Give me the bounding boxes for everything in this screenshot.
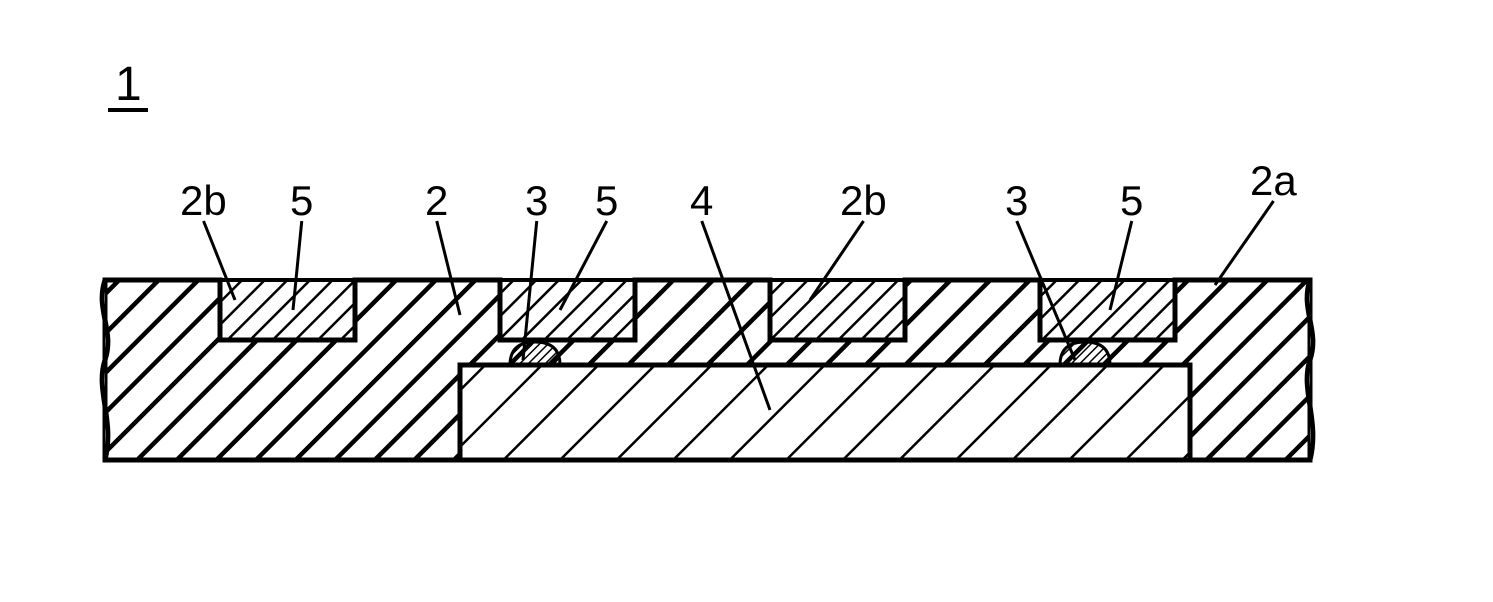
lbl-2a: 2a (1215, 157, 1297, 285)
lbl-2a-text: 2a (1250, 157, 1297, 204)
fill-5-c (770, 280, 905, 340)
lbl-5-left-text: 5 (290, 177, 313, 224)
lbl-3-right-text: 3 (1005, 177, 1028, 224)
cross-section-diagram: 1 2b523542b352a (0, 0, 1493, 602)
lbl-5-mid-text: 5 (595, 177, 618, 224)
lbl-2a-leader (1215, 201, 1274, 285)
fill-5-d (1040, 280, 1175, 340)
component-4 (460, 365, 1190, 460)
lbl-2-text: 2 (425, 177, 448, 224)
bump-3-left (510, 342, 560, 365)
figure-title-text: 1 (115, 58, 142, 111)
lbl-5-right-text: 5 (1120, 177, 1143, 224)
lbl-2b-right-text: 2b (840, 177, 887, 224)
lbl-3-left-text: 3 (525, 177, 548, 224)
lbl-4-text: 4 (690, 177, 713, 224)
figure-title: 1 (108, 58, 148, 111)
fill-5-a (220, 280, 355, 340)
fill-5-b (500, 280, 635, 340)
lbl-2b-left-text: 2b (180, 177, 227, 224)
